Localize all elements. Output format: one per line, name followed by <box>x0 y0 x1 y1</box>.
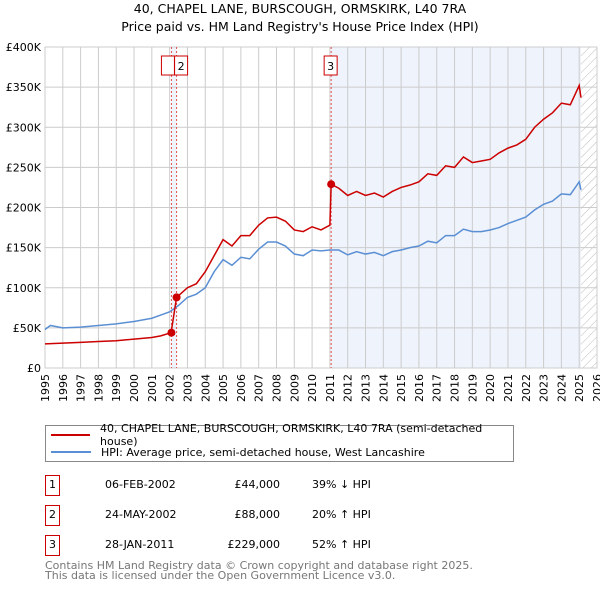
x-tick-label: 1999 <box>110 374 123 402</box>
x-tick-label: 2003 <box>181 374 194 402</box>
sale-label-box <box>174 55 189 76</box>
x-tick-label: 2010 <box>306 374 319 402</box>
sale-date: 28-JAN-2011 <box>105 538 175 551</box>
sale-row: 3 28-JAN-2011 £229,000 52% ↑ HPI <box>45 535 545 556</box>
x-tick-label: 2004 <box>199 374 212 402</box>
x-tick-label: 2000 <box>128 374 141 402</box>
x-tick-label: 1995 <box>39 374 52 402</box>
sale-date: 06-FEB-2002 <box>105 478 176 491</box>
x-tick-label: 2005 <box>217 374 230 402</box>
price-chart: 1995 1996 1997 1998 1999 2000 2001 2002 2003 2004… <box>6 41 600 402</box>
footer-licence: This data is licensed under the Open Gov… <box>45 569 396 582</box>
sale-point <box>172 293 181 302</box>
legend-swatch-red <box>51 434 91 436</box>
x-tick-label: 2001 <box>146 374 159 402</box>
y-tick-label: £150K <box>6 242 42 255</box>
sale-label: 2 <box>178 60 185 73</box>
y-tick-label: £400K <box>6 41 42 54</box>
x-tick-label: 2002 <box>164 374 177 402</box>
plot-frame <box>44 46 598 369</box>
sale-number: 3 <box>45 535 60 556</box>
x-tick-label: 2012 <box>342 374 355 402</box>
x-tick-label: 2017 <box>431 374 444 402</box>
x-tick-label: 2024 <box>555 374 568 402</box>
sale-point <box>167 328 176 337</box>
footer-copyright: Contains HM Land Registry data © Crown c… <box>45 559 473 572</box>
y-tick-label: £250K <box>6 161 42 174</box>
x-tick-label: 2008 <box>270 374 283 402</box>
sale-label-box <box>160 55 175 76</box>
x-tick-label: 1996 <box>57 374 70 402</box>
property-price-line <box>44 82 582 345</box>
sale-price: £88,000 <box>234 508 281 521</box>
x-tick-label: 2019 <box>466 374 479 402</box>
y-tick-label: £0 <box>27 362 41 375</box>
x-tick-label: 2007 <box>253 374 266 402</box>
x-tick-label: 2015 <box>395 374 408 402</box>
legend-swatch-blue <box>51 451 91 453</box>
chart-subtitle: Price paid vs. HM Land Registry's House … <box>121 19 479 34</box>
legend-item-hpi: HPI: Average price, semi-detached house,… <box>46 444 425 460</box>
x-tick-label: 1997 <box>75 374 88 402</box>
y-tick-label: £50K <box>13 322 42 335</box>
sale-price: £229,000 <box>227 538 281 551</box>
sale-row: 1 06-FEB-2002 £44,000 39% ↓ HPI <box>45 475 545 496</box>
y-tick-label: £350K <box>6 81 42 94</box>
x-tick-label: 2006 <box>235 374 248 402</box>
hpi-line <box>44 179 582 331</box>
sale-label: 3 <box>327 60 334 73</box>
y-tick-label: £300K <box>6 121 42 134</box>
x-tick-label: 2013 <box>360 374 373 402</box>
sale-hpi-diff: 39% ↓ HPI <box>312 478 371 491</box>
x-tick-label: 1998 <box>92 374 105 402</box>
x-tick-label: 2016 <box>413 374 426 402</box>
y-tick-label: £200K <box>6 202 42 215</box>
sale-date: 24-MAY-2002 <box>105 508 177 521</box>
sale-point <box>327 180 336 189</box>
chart-title: 40, CHAPEL LANE, BURSCOUGH, ORMSKIRK, L4… <box>133 1 467 16</box>
x-tick-label: 2009 <box>288 374 301 402</box>
sale-number: 1 <box>45 475 60 496</box>
x-tick-label: 2021 <box>502 374 515 402</box>
legend-item-property: 40, CHAPEL LANE, BURSCOUGH, ORMSKIRK, L4… <box>46 422 513 448</box>
sale-label-box <box>323 55 338 76</box>
sale-hpi-diff: 52% ↑ HPI <box>312 538 371 551</box>
y-tick-label: £100K <box>6 282 42 295</box>
legend-label: 40, CHAPEL LANE, BURSCOUGH, ORMSKIRK, L4… <box>100 422 483 448</box>
x-tick-label: 2014 <box>377 374 390 402</box>
sale-hpi-diff: 20% ↑ HPI <box>312 508 371 521</box>
sale-price: £44,000 <box>234 478 281 491</box>
sale-row: 2 24-MAY-2002 £88,000 20% ↑ HPI <box>45 505 545 526</box>
x-tick-label: 2026 <box>591 374 600 402</box>
x-tick-label: 2020 <box>484 374 497 402</box>
x-tick-label: 2022 <box>520 374 533 402</box>
legend: 40, CHAPEL LANE, BURSCOUGH, ORMSKIRK, L4… <box>45 422 514 462</box>
sale-number: 2 <box>45 505 60 526</box>
x-tick-label: 2023 <box>538 374 551 402</box>
x-tick-label: 2011 <box>324 374 337 402</box>
x-tick-label: 2018 <box>449 374 462 402</box>
x-tick-label: 2025 <box>573 374 586 402</box>
legend-label: HPI: Average price, semi-detached house,… <box>101 445 425 459</box>
